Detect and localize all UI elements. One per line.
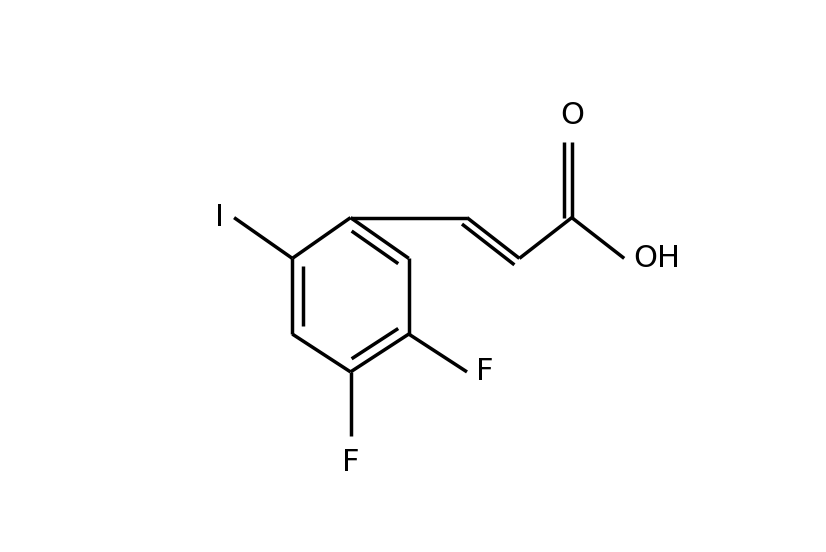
Text: OH: OH [633,244,680,273]
Text: F: F [342,448,359,476]
Text: F: F [476,357,493,386]
Text: O: O [560,101,584,130]
Text: I: I [215,203,224,232]
